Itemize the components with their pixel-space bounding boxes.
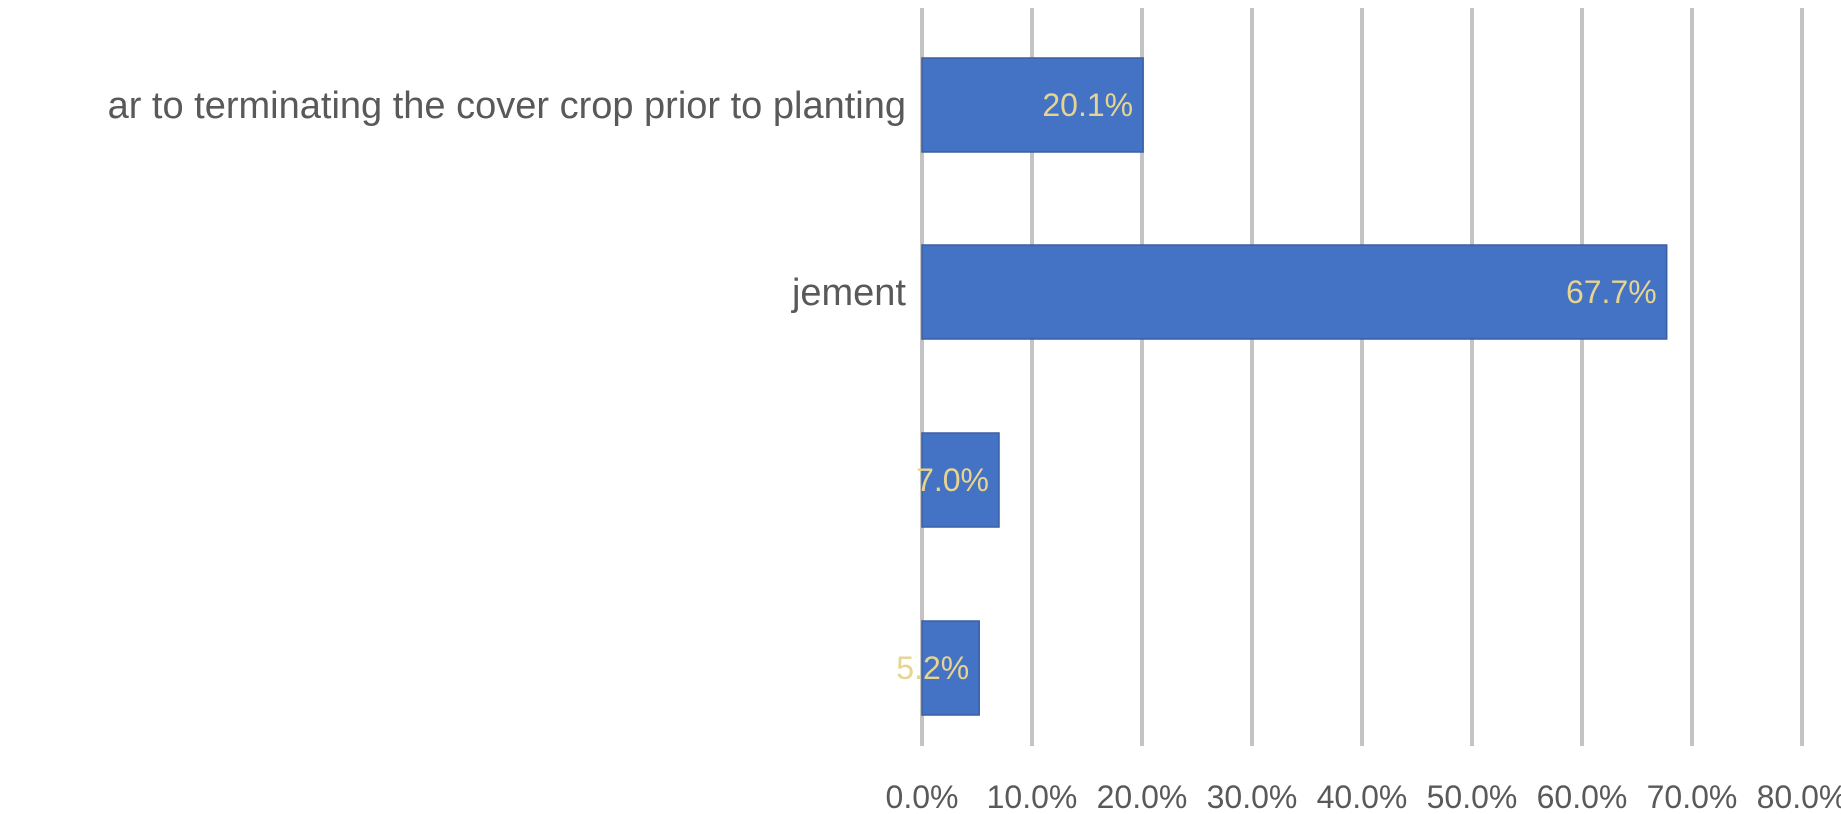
x-tick-label: 0.0%	[886, 779, 959, 814]
x-tick-label: 30.0%	[1207, 779, 1298, 814]
data-labels: 20.1% 67.7% 7.0% 5.2%	[896, 87, 1656, 686]
data-label: 20.1%	[1042, 87, 1133, 123]
data-label: 7.0%	[916, 462, 989, 498]
category-labels: ar to terminating the cover crop prior t…	[108, 85, 907, 314]
data-label: 67.7%	[1566, 274, 1657, 310]
x-tick-label: 70.0%	[1647, 779, 1738, 814]
x-tick-label: 80.0%	[1757, 779, 1841, 814]
x-tick-label: 10.0%	[987, 779, 1078, 814]
category-label: ar to terminating the cover crop prior t…	[108, 85, 906, 127]
x-tick-label: 60.0%	[1537, 779, 1628, 814]
x-tick-label: 40.0%	[1317, 779, 1408, 814]
x-axis-tick-labels: 0.0% 10.0% 20.0% 30.0% 40.0% 50.0% 60.0% 70.0% 8…	[886, 779, 1841, 814]
bars	[921, 57, 1668, 716]
bar	[921, 57, 1144, 153]
x-tick-label: 50.0%	[1427, 779, 1518, 814]
bar	[921, 432, 1000, 528]
x-tick-label: 20.0%	[1097, 779, 1188, 814]
bar	[921, 620, 980, 716]
data-label: 5.2%	[896, 650, 969, 686]
category-label: jement	[791, 272, 906, 314]
bar	[921, 244, 1668, 340]
